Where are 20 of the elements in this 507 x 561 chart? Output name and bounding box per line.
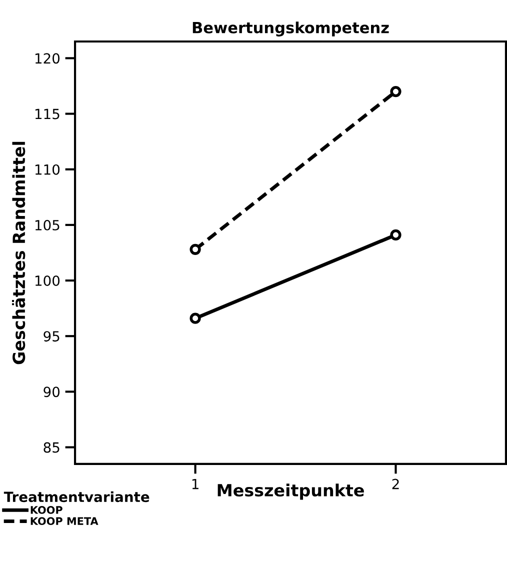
y-tick-label: 95 <box>44 331 60 342</box>
x-tick-label: 2 <box>392 478 399 490</box>
chart-title: Bewertungskompetenz <box>192 22 389 36</box>
y-tick-label: 110 <box>35 164 60 175</box>
y-tick-label: 90 <box>44 386 60 398</box>
y-tick-label: 115 <box>35 108 60 120</box>
legend-title: Treatmentvariante <box>4 491 150 502</box>
point <box>390 86 402 98</box>
y-tick-label: 100 <box>35 275 60 286</box>
y-tick-label: 105 <box>35 220 60 230</box>
y-tick-label: 85 <box>44 442 60 453</box>
y-axis-title: Geschätztes Randmittel <box>12 142 26 364</box>
y-tick-label: 120 <box>35 53 60 64</box>
point <box>190 312 201 324</box>
x-tick-label: 1 <box>192 478 198 490</box>
x-axis-title: Messzeitpunkte <box>218 484 364 500</box>
point <box>190 244 201 255</box>
legend-label: KOOP META <box>30 517 98 526</box>
legend-label: KOOP <box>30 506 62 514</box>
point <box>390 229 402 240</box>
